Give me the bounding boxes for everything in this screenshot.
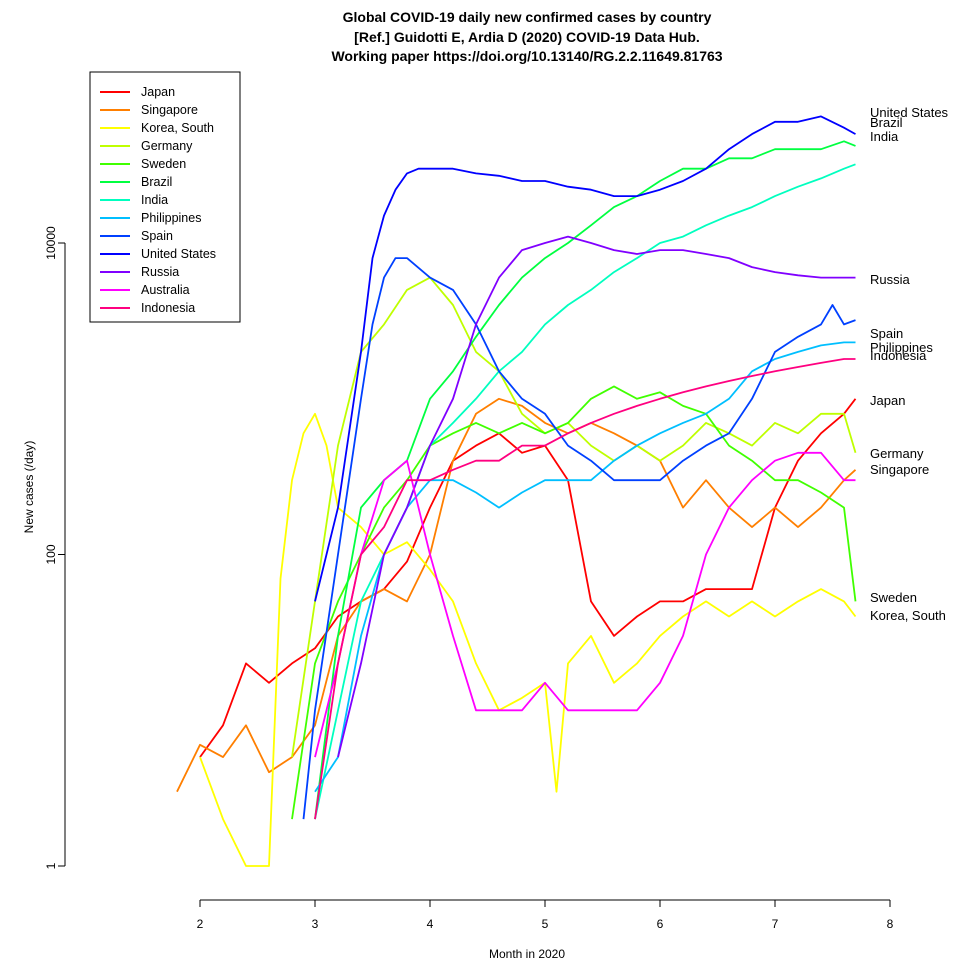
- x-tick-label: 7: [772, 917, 779, 931]
- chart-title: Global COVID-19 daily new confirmed case…: [331, 9, 722, 64]
- legend: Japan Singapore Korea, South Germany Sweden B…: [89, 71, 241, 323]
- end-label: Japan: [870, 393, 905, 408]
- x-tick-label: 3: [312, 917, 319, 931]
- legend-label: Indonesia: [141, 301, 195, 315]
- end-label: United States: [870, 105, 949, 120]
- end-label: Spain: [870, 326, 903, 341]
- end-label: India: [870, 129, 899, 144]
- x-tick-label: 5: [542, 917, 549, 931]
- plot-area: [176, 115, 857, 867]
- y-axis-label: New cases (/day): [22, 441, 36, 534]
- x-tick-label: 2: [197, 917, 204, 931]
- series-line-sweden: [291, 385, 857, 820]
- end-label: Russia: [870, 272, 911, 287]
- series-line-indonesia: [314, 358, 856, 820]
- legend-label: India: [141, 193, 168, 207]
- legend-label: Sweden: [141, 157, 186, 171]
- series-line-united-states: [314, 115, 856, 602]
- x-tick-label: 8: [887, 917, 894, 931]
- x-axis: 2 3 4 5 6 7 8 Month in 2020: [197, 899, 894, 961]
- series-line-korea-south: [199, 412, 857, 867]
- end-label: Germany: [870, 446, 924, 461]
- series-line-russia: [337, 235, 856, 758]
- series-line-spain: [302, 257, 856, 820]
- series-line-germany: [291, 276, 857, 758]
- legend-label: Japan: [141, 85, 175, 99]
- y-axis: 1 100 10000 New cases (/day): [22, 226, 66, 869]
- end-label: Sweden: [870, 590, 917, 605]
- end-label: Philippines: [870, 340, 933, 355]
- legend-label: Spain: [141, 229, 173, 243]
- x-tick-label: 6: [657, 917, 664, 931]
- title-line-3: Working paper https://doi.org/10.13140/R…: [331, 48, 722, 64]
- legend-label: Brazil: [141, 175, 172, 189]
- series-line-japan: [199, 398, 857, 758]
- series-line-australia: [314, 451, 856, 758]
- legend-label: United States: [141, 247, 216, 261]
- end-label: Singapore: [870, 462, 929, 477]
- y-tick-label: 1: [44, 862, 58, 869]
- y-ticks: 1 100 10000: [44, 226, 65, 869]
- end-label: Indonesia: [870, 348, 927, 363]
- y-tick-label: 100: [44, 544, 58, 564]
- title-line-2: [Ref.] Guidotti E, Ardia D (2020) COVID-…: [354, 29, 700, 45]
- title-line-1: Global COVID-19 daily new confirmed case…: [343, 9, 712, 25]
- legend-box: [89, 71, 241, 323]
- x-tick-label: 4: [427, 917, 434, 931]
- end-label: Korea, South: [870, 608, 946, 623]
- legend-label: Germany: [141, 139, 193, 153]
- x-ticks: 2 3 4 5 6 7 8: [197, 900, 894, 931]
- legend-label: Philippines: [141, 211, 201, 225]
- end-label: Brazil: [870, 115, 903, 130]
- x-axis-label: Month in 2020: [489, 947, 565, 961]
- y-tick-label: 10000: [44, 226, 58, 260]
- legend-label: Korea, South: [141, 121, 214, 135]
- end-labels: Japan Singapore Korea, South Germany Sweden B…: [870, 105, 949, 623]
- legend-label: Russia: [141, 265, 179, 279]
- legend-label: Singapore: [141, 103, 198, 117]
- legend-label: Australia: [141, 283, 190, 297]
